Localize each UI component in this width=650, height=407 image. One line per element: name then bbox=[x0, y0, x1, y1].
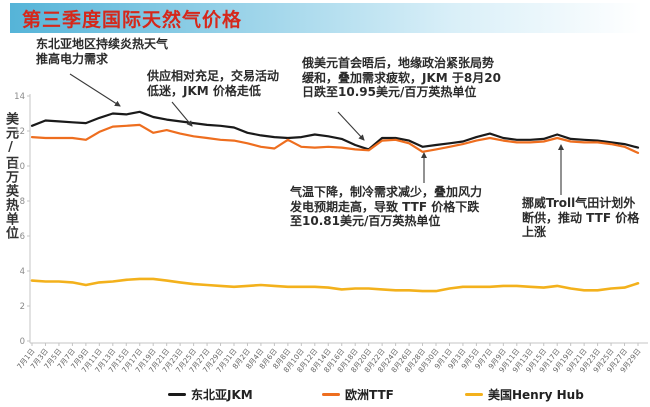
svg-text:0: 0 bbox=[20, 337, 25, 347]
annotation-line: 日跌至10.95美元/百万英热单位 bbox=[302, 85, 477, 99]
svg-text:2: 2 bbox=[20, 302, 25, 312]
title-bar: 第三季度国际天然气价格 bbox=[10, 3, 642, 33]
annotation-line: 推高电力需求 bbox=[36, 51, 109, 66]
legend-label: 欧洲TTF bbox=[345, 388, 394, 402]
annotation-line: 上涨 bbox=[522, 225, 547, 239]
legend-item-jkm: 东北亚JKM bbox=[168, 386, 253, 403]
annotation-ttf-low: 气温下降，制冷需求减少，叠加风力 发电预期走高，导致 TTF 价格下跌 至10.… bbox=[290, 185, 482, 229]
annotation-jkm-aug20-low: 俄美元首会晤后，地缘政治紧张局势 缓和，叠加需求疲软，JKM 于8月20 日跌至… bbox=[302, 56, 501, 100]
annotation-heat-demand: 东北亚地区持续炎热天气 推高电力需求 bbox=[36, 37, 168, 66]
annotation-line: 俄美元首会晤后，地缘政治紧张局势 bbox=[302, 56, 495, 70]
annotation-line: 断供，推动 TTF 价格 bbox=[522, 210, 640, 225]
page-title: 第三季度国际天然气价格 bbox=[22, 8, 243, 31]
henry-hub-line-swatch bbox=[465, 393, 483, 396]
annotation-line: 发电预期走高，导致 TTF 价格下跌 bbox=[290, 199, 480, 214]
svg-text:12: 12 bbox=[14, 127, 25, 137]
annotation-line: 气温下降，制冷需求减少，叠加风力 bbox=[290, 185, 483, 199]
annotation-line: 至10.81美元/百万英热单位 bbox=[290, 214, 441, 228]
annotation-jkm-soft: 供应相对充足，交易活动 低迷，JKM 价格走低 bbox=[147, 69, 279, 98]
legend-label: 东北亚JKM bbox=[191, 388, 253, 402]
annotation-line: 供应相对充足，交易活动 bbox=[147, 69, 280, 83]
svg-text:8: 8 bbox=[20, 197, 25, 207]
annotation-line: 东北亚地区持续炎热天气 bbox=[36, 37, 169, 51]
svg-text:14: 14 bbox=[14, 92, 25, 102]
y-axis-title: 美元/百万英热单位 bbox=[3, 112, 18, 240]
svg-text:4: 4 bbox=[20, 267, 25, 277]
legend-item-ttf: 欧洲TTF bbox=[322, 386, 394, 403]
svg-text:10: 10 bbox=[14, 162, 25, 172]
legend-label: 美国Henry Hub bbox=[488, 388, 584, 402]
legend-item-henry-hub: 美国Henry Hub bbox=[465, 386, 584, 403]
annotation-troll-outage: 挪威Troll气田计划外 断供，推动 TTF 价格 上涨 bbox=[522, 196, 639, 240]
annotation-line: 低迷，JKM 价格走低 bbox=[147, 83, 261, 98]
annotation-line: 挪威Troll气田计划外 bbox=[522, 196, 636, 210]
jkm-line-swatch bbox=[168, 393, 186, 396]
annotation-line: 缓和，叠加需求疲软，JKM 于8月20 bbox=[302, 70, 501, 85]
svg-text:6: 6 bbox=[20, 232, 25, 242]
ttf-line-swatch bbox=[322, 393, 340, 396]
